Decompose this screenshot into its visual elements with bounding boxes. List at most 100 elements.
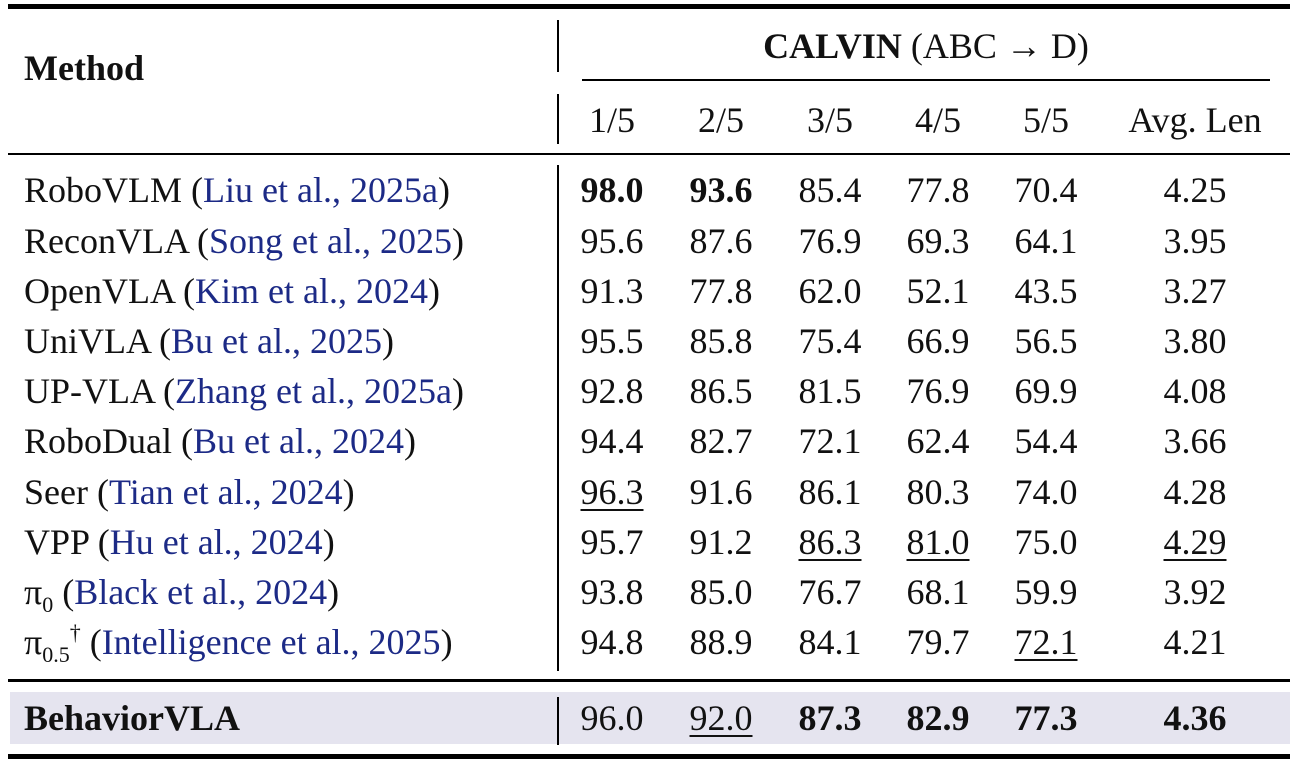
method-header: Method bbox=[24, 48, 144, 88]
value-text: 82.7 bbox=[689, 421, 753, 461]
value-cell: 69.9 bbox=[1001, 373, 1091, 409]
value-cell: 66.9 bbox=[893, 323, 983, 359]
value-cell: 82.7 bbox=[676, 423, 766, 459]
value-cell: 92.0 bbox=[676, 700, 766, 736]
value-cell: 75.4 bbox=[785, 323, 875, 359]
value-text: 77.3 bbox=[1014, 698, 1078, 738]
method-name: ReconVLA (Song et al., 2025) bbox=[24, 221, 464, 261]
method-label: UP-VLA bbox=[24, 371, 155, 411]
value-text: 52.1 bbox=[906, 271, 970, 311]
value-cell: 72.1 bbox=[785, 423, 875, 459]
citation-link[interactable]: Black et al., 2024 bbox=[74, 572, 328, 612]
value-cell: 3.80 bbox=[1110, 323, 1280, 359]
value-text: 76.7 bbox=[798, 572, 862, 612]
value-text: 96.0 bbox=[580, 698, 644, 738]
header-rule bbox=[8, 153, 1290, 155]
value-text: 77.8 bbox=[689, 271, 753, 311]
value-text: 87.6 bbox=[689, 221, 753, 261]
value-text: 82.9 bbox=[906, 698, 970, 738]
method-label: π bbox=[24, 572, 43, 612]
value-cell: 85.8 bbox=[676, 323, 766, 359]
method-name: VPP (Hu et al., 2024) bbox=[24, 522, 335, 562]
value-text: 69.3 bbox=[906, 221, 970, 261]
value-cell: 54.4 bbox=[1001, 423, 1091, 459]
value-text: 95.7 bbox=[580, 522, 644, 562]
value-text: 81.0 bbox=[906, 522, 970, 562]
value-cell: 77.8 bbox=[893, 172, 983, 208]
value-cell: 56.5 bbox=[1001, 323, 1091, 359]
value-text: 4.25 bbox=[1163, 170, 1227, 210]
value-cell: 4.25 bbox=[1110, 172, 1280, 208]
value-cell: 3.66 bbox=[1110, 423, 1280, 459]
value-cell: 4.36 bbox=[1110, 700, 1280, 736]
value-text: 64.1 bbox=[1014, 221, 1078, 261]
value-cell: 93.8 bbox=[567, 574, 657, 610]
value-cell: 81.0 bbox=[893, 524, 983, 560]
value-text: 88.9 bbox=[689, 622, 753, 662]
value-text: 75.4 bbox=[798, 321, 862, 361]
value-cell: 87.6 bbox=[676, 223, 766, 259]
citation-link[interactable]: Tian et al., 2024 bbox=[108, 472, 343, 512]
value-cell: 92.8 bbox=[567, 373, 657, 409]
value-cell: 59.9 bbox=[1001, 574, 1091, 610]
value-text: 84.1 bbox=[798, 622, 862, 662]
citation-link[interactable]: Bu et al., 2024 bbox=[193, 421, 404, 461]
value-cell: 95.6 bbox=[567, 223, 657, 259]
benchmark-split: (ABC → D) bbox=[910, 26, 1089, 66]
value-cell: 52.1 bbox=[893, 273, 983, 309]
value-text: 4.29 bbox=[1163, 522, 1227, 562]
citation-link[interactable]: Intelligence et al., 2025 bbox=[101, 622, 441, 662]
ours-method-name: BehaviorVLA bbox=[24, 700, 240, 736]
method-superscript: † bbox=[69, 620, 81, 645]
column-header-4: 5/5 bbox=[1022, 100, 1069, 140]
value-cell: 81.5 bbox=[785, 373, 875, 409]
value-cell: 84.1 bbox=[785, 624, 875, 660]
citation-link[interactable]: Kim et al., 2024 bbox=[194, 271, 428, 311]
column-header-0: 1/5 bbox=[588, 100, 635, 140]
value-text: 72.1 bbox=[798, 421, 862, 461]
value-text: 92.8 bbox=[580, 371, 644, 411]
ours-rule bbox=[8, 679, 1290, 682]
value-text: 81.5 bbox=[798, 371, 862, 411]
value-text: 86.5 bbox=[689, 371, 753, 411]
value-cell: 3.92 bbox=[1110, 574, 1280, 610]
value-cell: 86.5 bbox=[676, 373, 766, 409]
method-name: RoboVLM (Liu et al., 2025a) bbox=[24, 170, 450, 210]
value-text: 85.0 bbox=[689, 572, 753, 612]
citation-link[interactable]: Liu et al., 2025a bbox=[203, 170, 438, 210]
value-text: 94.8 bbox=[580, 622, 644, 662]
value-cell: 95.7 bbox=[567, 524, 657, 560]
value-cell: 96.3 bbox=[567, 474, 657, 510]
value-cell: 4.08 bbox=[1110, 373, 1280, 409]
value-text: 87.3 bbox=[798, 698, 862, 738]
value-cell: 76.7 bbox=[785, 574, 875, 610]
method-name: π0.5† (Intelligence et al., 2025) bbox=[24, 620, 453, 667]
value-text: 91.6 bbox=[689, 472, 753, 512]
value-cell: 4.29 bbox=[1110, 524, 1280, 560]
value-cell: 96.0 bbox=[567, 700, 657, 736]
citation-link[interactable]: Zhang et al., 2025a bbox=[175, 371, 452, 411]
value-cell: 85.4 bbox=[785, 172, 875, 208]
citation-link[interactable]: Bu et al., 2025 bbox=[171, 321, 382, 361]
value-cell: 91.3 bbox=[567, 273, 657, 309]
citation-link[interactable]: Song et al., 2025 bbox=[208, 221, 452, 261]
benchmark-name: CALVIN bbox=[763, 26, 902, 66]
value-text: 95.6 bbox=[580, 221, 644, 261]
value-text: 95.5 bbox=[580, 321, 644, 361]
benchmark-header: CALVIN (ABC → D) bbox=[582, 28, 1270, 64]
method-label: OpenVLA bbox=[24, 271, 174, 311]
value-cell: 3.95 bbox=[1110, 223, 1280, 259]
value-cell: 3.27 bbox=[1110, 273, 1280, 309]
calvin-cmidrule bbox=[582, 79, 1270, 81]
value-text: 76.9 bbox=[798, 221, 862, 261]
value-text: 79.7 bbox=[906, 622, 970, 662]
citation-link[interactable]: Hu et al., 2024 bbox=[109, 522, 323, 562]
value-text: 76.9 bbox=[906, 371, 970, 411]
value-text: 72.1 bbox=[1014, 622, 1078, 662]
value-text: 3.80 bbox=[1163, 321, 1227, 361]
value-text: 98.0 bbox=[580, 170, 644, 210]
value-text: 86.3 bbox=[798, 522, 862, 562]
value-cell: 62.0 bbox=[785, 273, 875, 309]
value-text: 85.8 bbox=[689, 321, 753, 361]
value-cell: 86.3 bbox=[785, 524, 875, 560]
